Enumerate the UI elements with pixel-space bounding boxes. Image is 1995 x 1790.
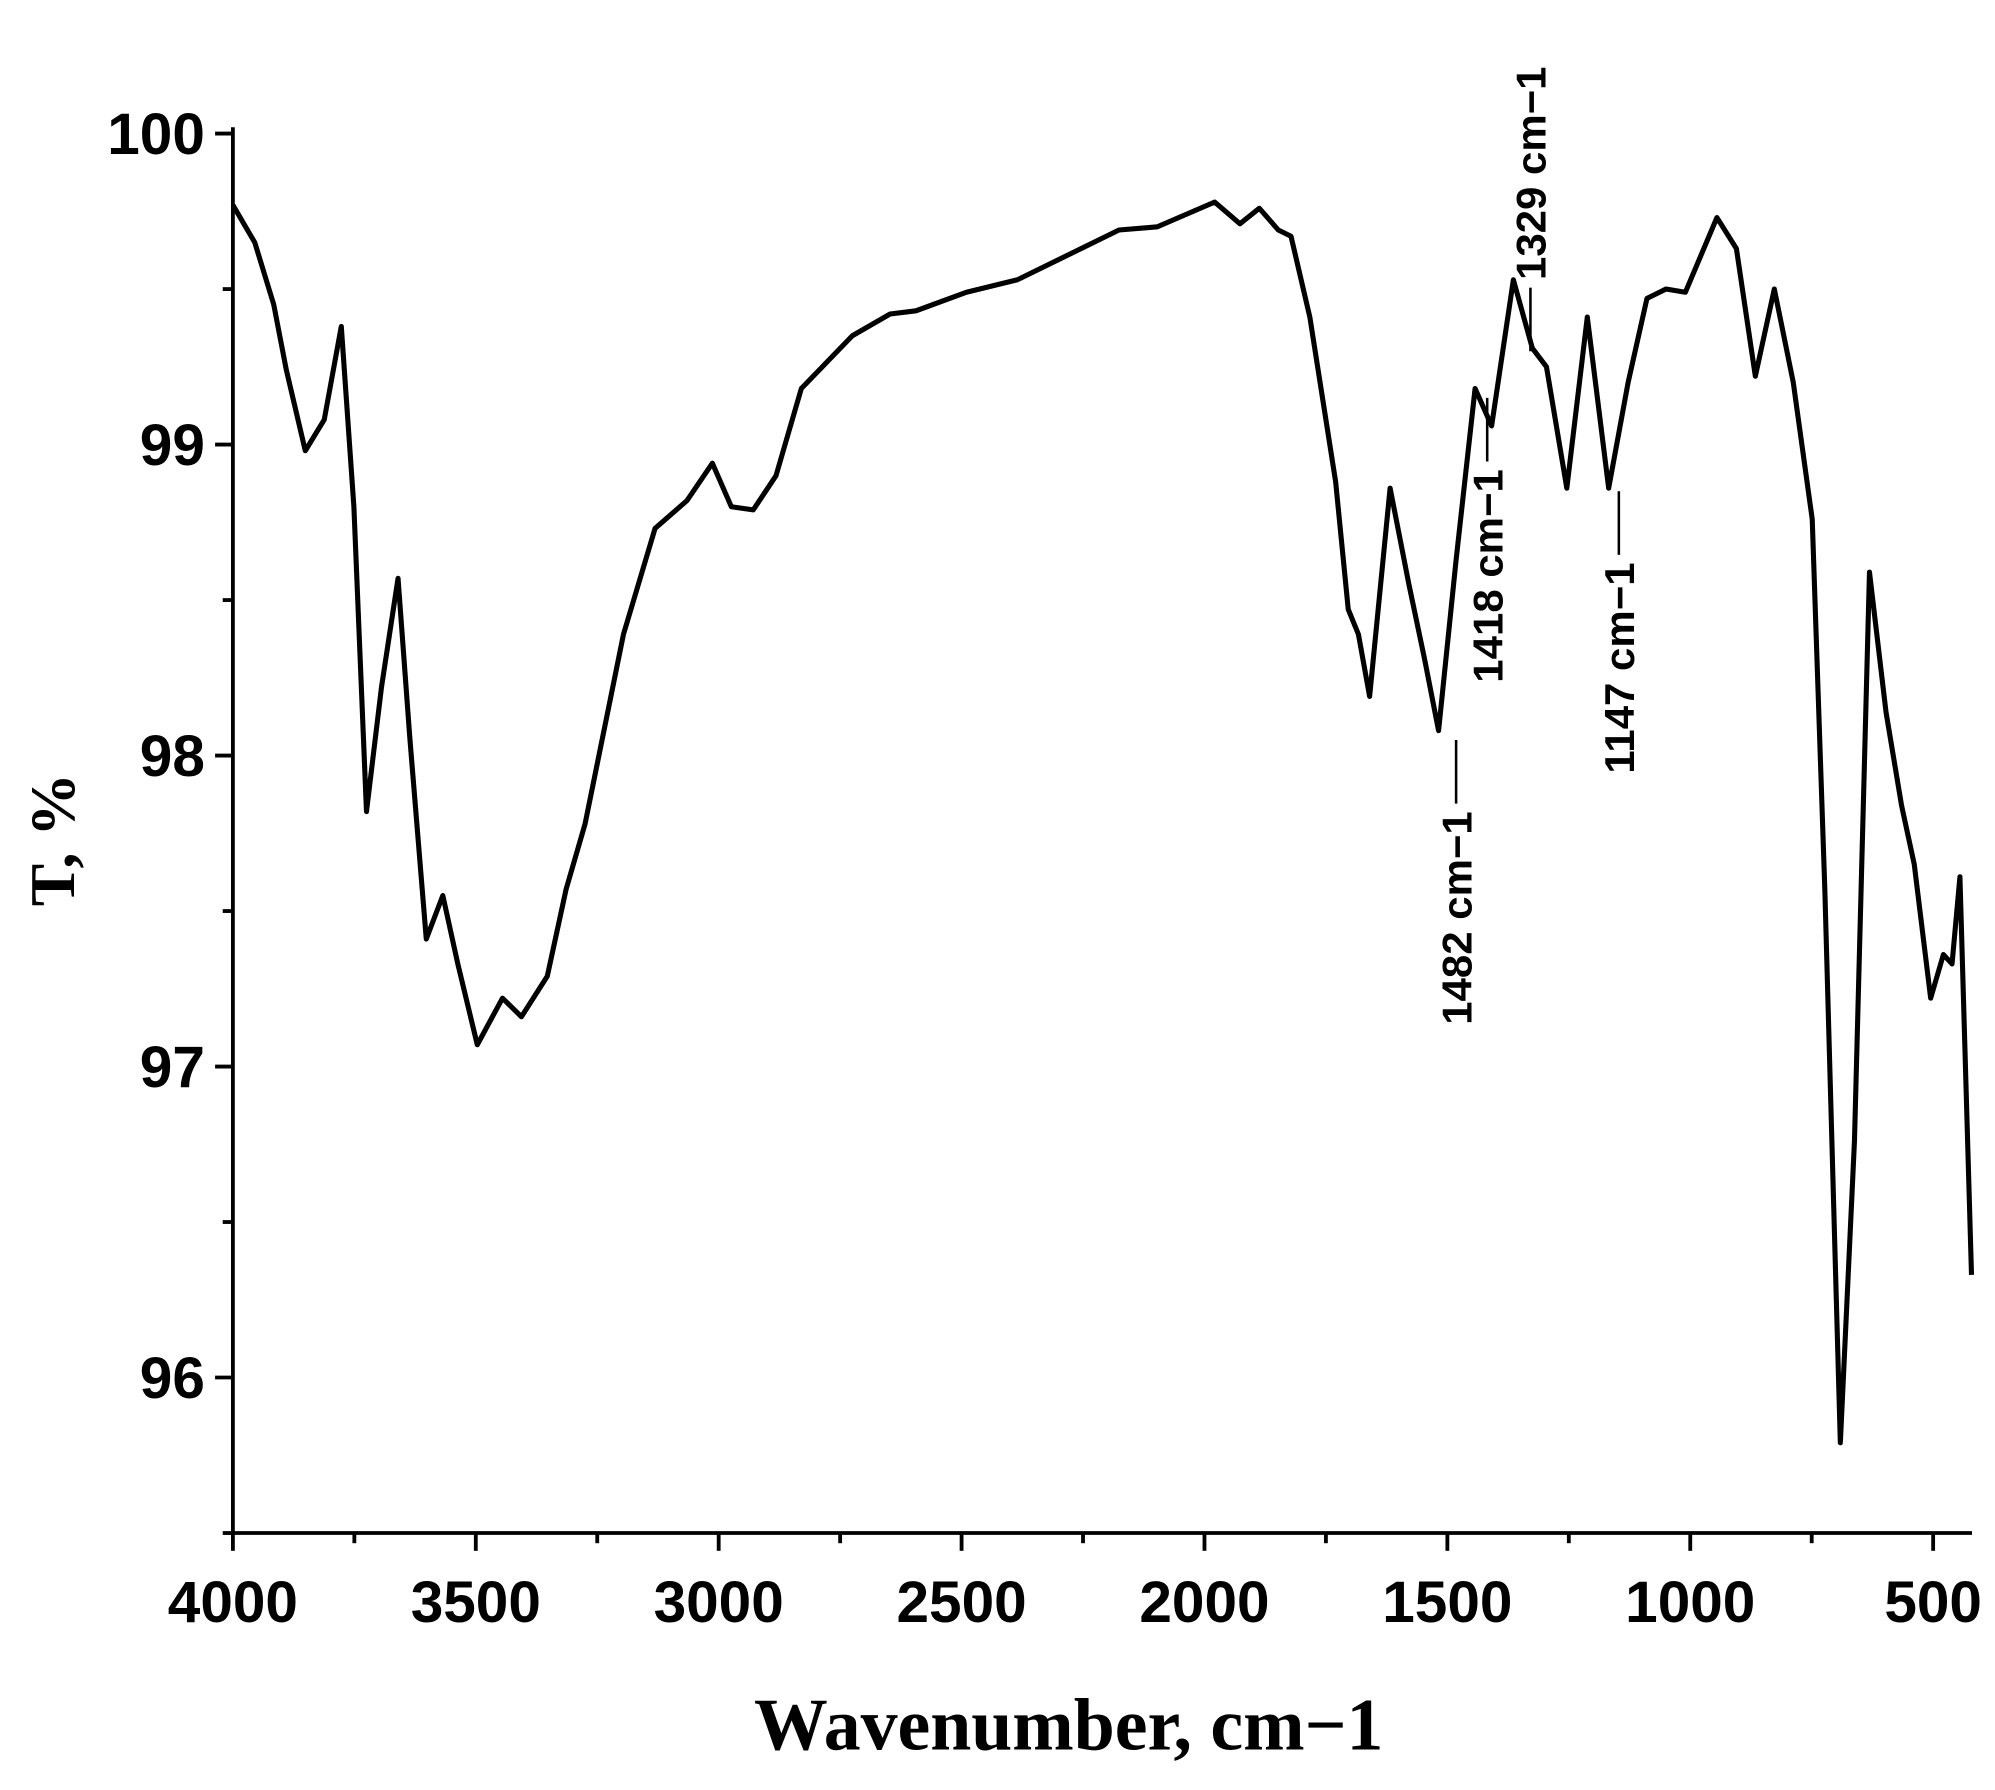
x-tick-label: 3500 bbox=[411, 1570, 541, 1635]
y-tick-label: 99 bbox=[140, 413, 205, 478]
x-axis-title: Wavenumber, cm−1 bbox=[754, 1683, 1383, 1765]
x-tick-label: 2000 bbox=[1139, 1570, 1269, 1635]
y-axis-title: T, % bbox=[17, 773, 88, 906]
y-tick-label: 98 bbox=[140, 724, 205, 789]
y-tick-label: 97 bbox=[140, 1035, 205, 1100]
y-tick-label: 96 bbox=[140, 1346, 205, 1411]
x-tick-label: 1000 bbox=[1625, 1570, 1755, 1635]
x-tick-label: 2500 bbox=[896, 1570, 1026, 1635]
annotation-label: 1329 cm−1 bbox=[1508, 66, 1555, 280]
x-tick-label: 1500 bbox=[1382, 1570, 1512, 1635]
annotation-label: 1147 cm−1 bbox=[1596, 562, 1643, 773]
annotation-label: 1482 cm−1 bbox=[1433, 811, 1480, 1025]
spectrum-line bbox=[230, 199, 1975, 1446]
x-tick-label: 3000 bbox=[654, 1570, 784, 1635]
x-tick-label: 4000 bbox=[168, 1570, 298, 1635]
y-tick-label: 100 bbox=[107, 102, 205, 167]
annotation-label: 1418 cm−1 bbox=[1464, 469, 1511, 683]
x-tick-label: 500 bbox=[1884, 1570, 1982, 1635]
